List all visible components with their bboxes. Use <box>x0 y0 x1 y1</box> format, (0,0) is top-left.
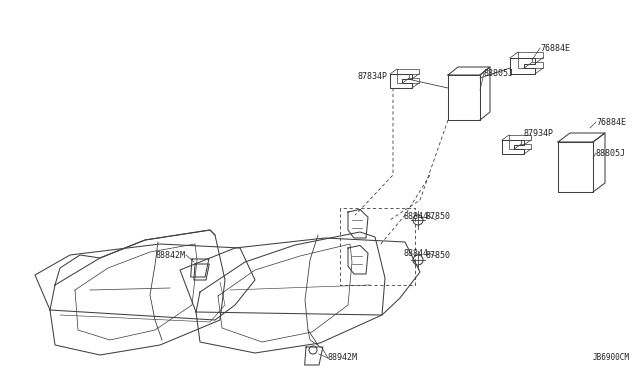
Text: 87834P: 87834P <box>358 71 388 80</box>
Text: 88844: 88844 <box>403 212 428 221</box>
Text: 88805J: 88805J <box>484 68 514 77</box>
Text: 76884E: 76884E <box>596 118 626 126</box>
Text: 88942M: 88942M <box>328 353 358 362</box>
Text: 76884E: 76884E <box>540 44 570 52</box>
Text: 87850: 87850 <box>426 212 451 221</box>
Text: JB6900CM: JB6900CM <box>593 353 630 362</box>
Text: 87934P: 87934P <box>524 128 554 138</box>
Text: 88842M: 88842M <box>156 250 186 260</box>
Text: 87850: 87850 <box>426 251 451 260</box>
Text: 88805J: 88805J <box>596 148 626 157</box>
Text: 88844: 88844 <box>403 248 428 257</box>
